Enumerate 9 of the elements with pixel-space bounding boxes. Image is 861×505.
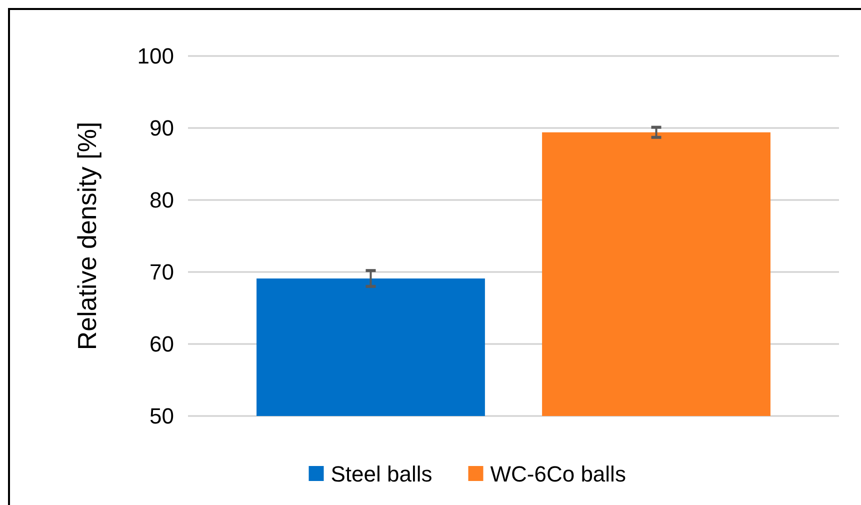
- y-tick-label: 90: [150, 116, 174, 141]
- y-tick-label: 60: [150, 332, 174, 357]
- y-tick-label: 80: [150, 188, 174, 213]
- y-tick-label: 70: [150, 260, 174, 285]
- y-tick-label: 50: [150, 404, 174, 429]
- y-axis-title: Relative density [%]: [72, 122, 102, 350]
- legend-label: WC-6Co balls: [490, 462, 626, 487]
- y-tick-label: 100: [137, 44, 174, 69]
- legend-label: Steel balls: [330, 462, 432, 487]
